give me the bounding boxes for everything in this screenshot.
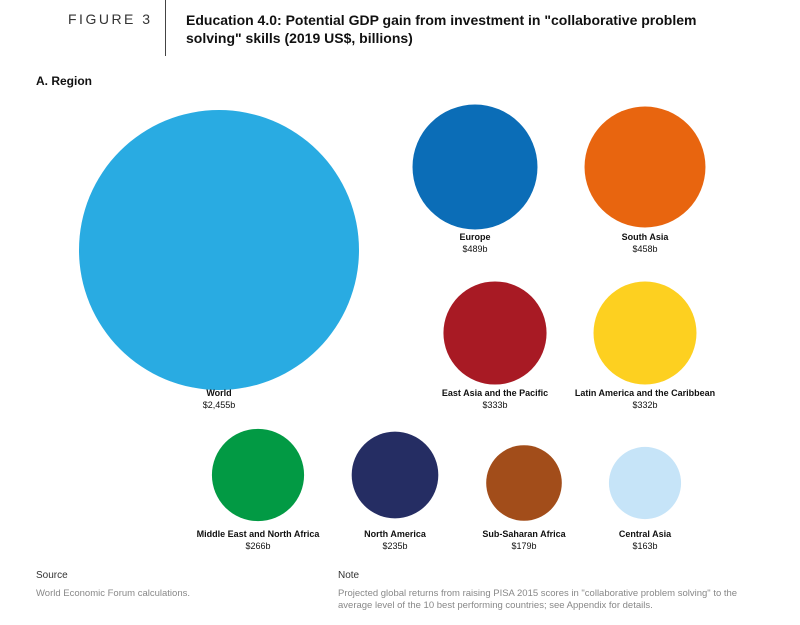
- value-label: $458b: [632, 244, 657, 254]
- bubble: [608, 446, 682, 520]
- value-label: $489b: [462, 244, 487, 254]
- chart-title: Education 4.0: Potential GDP gain from i…: [186, 12, 697, 46]
- value-label: $332b: [632, 400, 657, 410]
- note-heading: Note: [338, 570, 360, 581]
- category-label: Latin America and the Caribbean: [575, 388, 715, 398]
- value-label: $266b: [245, 541, 270, 551]
- bubble: [351, 431, 439, 519]
- note-text: Projected global returns from raising PI…: [338, 588, 738, 611]
- category-label: East Asia and the Pacific: [442, 388, 548, 398]
- source-heading: Source: [36, 570, 68, 581]
- bubble: [593, 281, 697, 385]
- category-label: North America: [364, 529, 427, 539]
- category-label: World: [206, 388, 231, 398]
- value-label: $333b: [482, 400, 507, 410]
- category-label: Middle East and North Africa: [197, 529, 321, 539]
- source-text: World Economic Forum calculations.: [36, 588, 190, 599]
- bubble: [211, 428, 305, 522]
- value-label: $2,455b: [203, 400, 236, 410]
- category-label: Sub-Saharan Africa: [482, 529, 566, 539]
- bubble: [584, 106, 706, 228]
- category-label: Europe: [459, 232, 490, 242]
- bubble: [486, 445, 562, 521]
- bubble: [79, 110, 359, 390]
- category-label: Central Asia: [619, 529, 672, 539]
- subtitle: A. Region: [36, 74, 92, 88]
- bubble: [443, 281, 547, 385]
- value-label: $235b: [382, 541, 407, 551]
- value-label: $163b: [632, 541, 657, 551]
- category-label: South Asia: [622, 232, 670, 242]
- divider: [165, 0, 166, 56]
- bubble: [412, 104, 538, 230]
- figure-label: FIGURE 3: [68, 11, 153, 27]
- value-label: $179b: [511, 541, 536, 551]
